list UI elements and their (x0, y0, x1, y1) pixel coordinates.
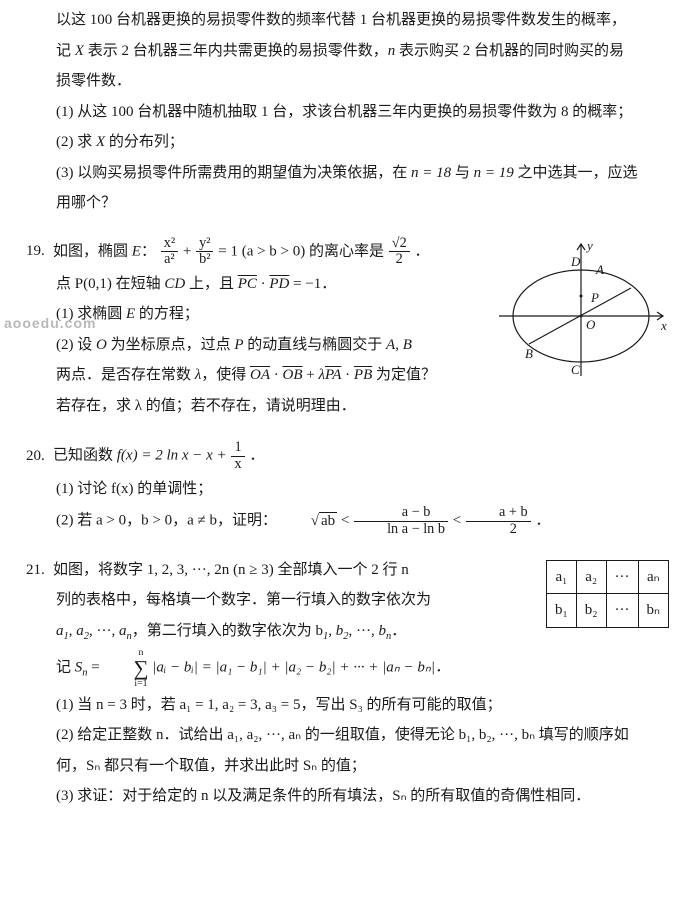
q18-line1: 以这 100 台机器更换的易损零件数的频率代替 1 台机器更换的易损零件数发生的… (26, 6, 675, 35)
question-19: aooedu.com y x O P D C A (26, 236, 675, 423)
frac-x2a2: x²a² (161, 236, 178, 268)
table-row: b₁ b₂ ··· bₙ (547, 594, 669, 628)
question-18: 以这 100 台机器更换的易损零件数的频率代替 1 台机器更换的易损零件数发生的… (26, 6, 675, 218)
frac-diff-lndiff: a − bln a − ln b (354, 505, 448, 537)
svg-text:O: O (586, 317, 596, 332)
q21-table: a₁ a₂ ··· aₙ b₁ b₂ ··· bₙ (546, 560, 669, 628)
q21-part2a: (2) 给定正整数 n．试给出 a₁, a₂, ···, aₙ 的一组取值，使得… (26, 721, 675, 750)
svg-text:C: C (571, 362, 580, 377)
svg-text:x: x (660, 318, 667, 333)
table-row: a₁ a₂ ··· aₙ (547, 560, 669, 594)
frac-sqrt2-2: √22 (389, 236, 410, 268)
frac-1-x: 1x (231, 440, 244, 472)
sqrt-ab: ab (281, 507, 337, 536)
q21-part1: (1) 当 n = 3 时，若 a₁ = 1, a₂ = 3, a₃ = 5，写… (26, 691, 675, 720)
frac-y2b2: y²b² (196, 236, 213, 268)
q20-part2: (2) 若 a > 0，b > 0，a ≠ b，证明： ab < a − bln… (26, 505, 675, 537)
question-21: a₁ a₂ ··· aₙ b₁ b₂ ··· bₙ 21.如图，将数字 1, 2… (26, 556, 675, 811)
q21-part2b: 何，Sₙ 都只有一个取值，并求出此时 Sₙ 的值； (26, 752, 675, 781)
q21-part3: (3) 求证：对于给定的 n 以及满足条件的所有填法，Sₙ 的所有取值的奇偶性相… (26, 782, 675, 811)
question-20: 20.已知函数 f(x) = 2 ln x − x + 1x ． (1) 讨论 … (26, 440, 675, 537)
q20-part1: (1) 讨论 f(x) 的单调性； (26, 475, 675, 504)
q20-line1: 20.已知函数 f(x) = 2 ln x − x + 1x ． (26, 440, 675, 472)
q18-line3: 损零件数． (26, 67, 675, 96)
sigma-sum: n ∑ i=1 (103, 648, 148, 689)
svg-text:y: y (585, 238, 593, 253)
q21-line4: 记 Sn = n ∑ i=1 |aᵢ − bᵢ| = |a₁ − b₁| + |… (26, 648, 675, 689)
svg-text:B: B (525, 346, 533, 361)
ellipse-diagram: y x O P D C A B (491, 236, 671, 384)
q18-part2: (2) 求 X 的分布列； (26, 128, 675, 157)
q19-figure: y x O P D C A B (491, 236, 671, 395)
frac-sum-2: a + b2 (466, 505, 531, 537)
svg-text:D: D (570, 254, 581, 269)
svg-text:A: A (595, 262, 604, 277)
grid-table: a₁ a₂ ··· aₙ b₁ b₂ ··· bₙ (546, 560, 669, 628)
q18-part1: (1) 从这 100 台机器中随机抽取 1 台，求该台机器三年内更换的易损零件数… (26, 98, 675, 127)
q18-part3a: (3) 以购买易损零件所需费用的期望值为决策依据，在 n = 18 与 n = … (26, 159, 675, 188)
watermark: aooedu.com (4, 310, 96, 337)
q18-part3b: 用哪个？ (26, 189, 675, 218)
svg-text:P: P (590, 290, 599, 305)
q18-line2: 记 X 表示 2 台机器三年内共需更换的易损零件数，n 表示购买 2 台机器的同… (26, 37, 675, 66)
q19-part2c: 若存在，求 λ 的值；若不存在，请说明理由． (26, 392, 675, 421)
